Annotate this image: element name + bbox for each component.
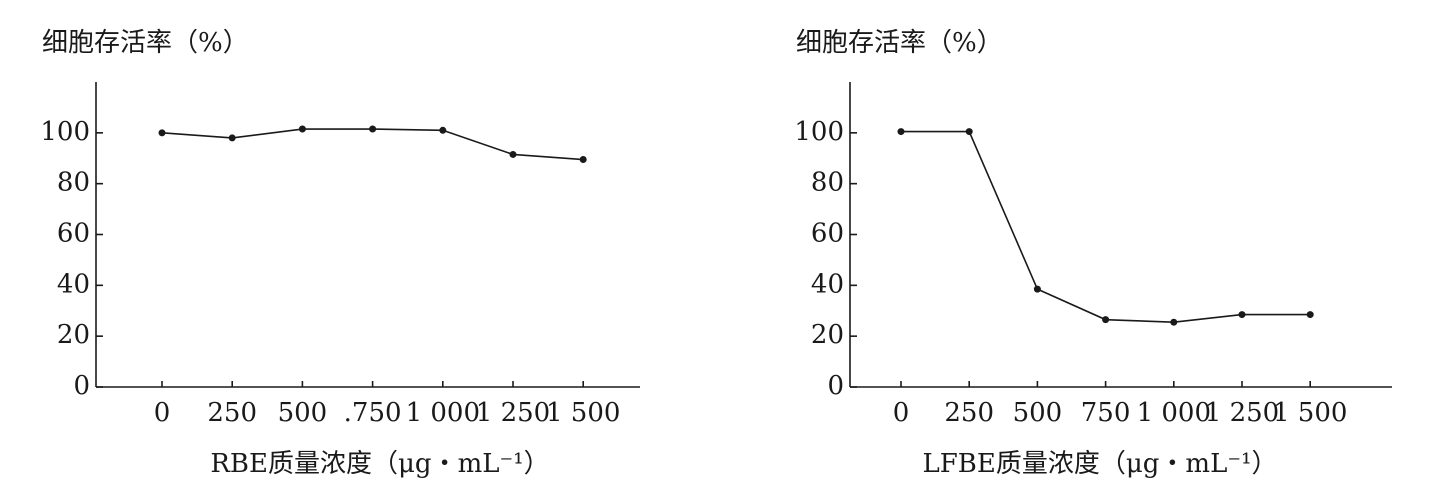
- y-tick-label: 80: [811, 168, 844, 198]
- x-tick-label: 500: [1013, 398, 1063, 428]
- x-tick-label: 1 000: [1137, 398, 1211, 428]
- x-tick-label: 750: [1081, 398, 1131, 428]
- x-axis-label: RBE质量浓度（μg・mL⁻¹）: [210, 449, 549, 479]
- x-tick-label: 1 250: [476, 398, 550, 428]
- point: [158, 129, 166, 137]
- y-tick-label: 40: [811, 269, 844, 299]
- y-tick-label: 60: [811, 219, 844, 249]
- point: [1306, 311, 1314, 319]
- line: [161, 128, 584, 161]
- y-tick-label: 20: [811, 320, 844, 350]
- x-tick-label: 1 000: [406, 398, 480, 428]
- y-tick-label: 0: [827, 371, 844, 401]
- point: [298, 125, 306, 133]
- y-tick-label: 100: [794, 117, 844, 147]
- x-tick-label: 1 250: [1205, 398, 1279, 428]
- x-tick-label: .750: [344, 398, 402, 428]
- y-tick-label: 40: [57, 269, 90, 299]
- y-axis-label: 细胞存活率（%）: [796, 28, 1003, 58]
- y-axis-label: 细胞存活率（%）: [42, 28, 249, 58]
- point: [965, 128, 973, 136]
- point: [1170, 318, 1178, 326]
- point: [1102, 316, 1110, 324]
- x-tick-label: 0: [154, 398, 171, 428]
- y-tick-label: 0: [73, 371, 90, 401]
- point: [369, 125, 377, 133]
- y-tick-label: 100: [40, 117, 90, 147]
- x-tick-label: 1 500: [1273, 398, 1347, 428]
- x-tick-label: 1 500: [546, 398, 620, 428]
- y-tick-label: 20: [57, 320, 90, 350]
- point: [897, 128, 905, 136]
- point: [579, 156, 587, 164]
- point: [228, 134, 236, 142]
- point: [509, 150, 517, 158]
- x-axis-label: LFBE质量浓度（μg・mL⁻¹）: [923, 449, 1278, 479]
- point: [439, 126, 447, 134]
- x-tick-label: 0: [893, 398, 910, 428]
- y-tick-label: 80: [57, 168, 90, 198]
- x-tick-label: 250: [207, 398, 257, 428]
- point: [1238, 311, 1246, 319]
- y-tick-label: 60: [57, 219, 90, 249]
- x-tick-label: 250: [944, 398, 994, 428]
- x-tick-label: 500: [278, 398, 328, 428]
- point: [1033, 285, 1041, 293]
- line: [901, 130, 1311, 323]
